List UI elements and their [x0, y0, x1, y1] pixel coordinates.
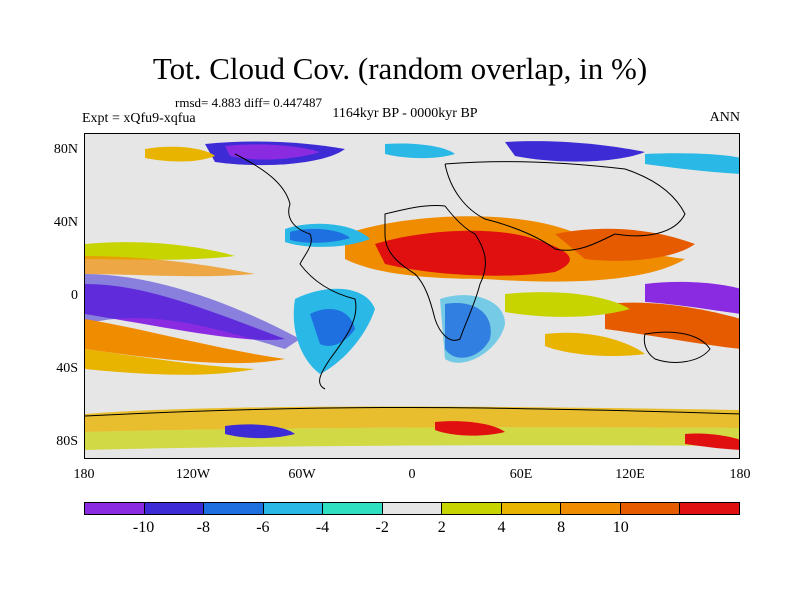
anomaly-region [85, 256, 255, 277]
anomaly-region [685, 433, 739, 450]
lon-tick-label: 60W [288, 467, 316, 482]
anomaly-region [645, 281, 739, 314]
colorbar-label: -8 [196, 519, 210, 536]
colorbar-swatch [144, 503, 205, 514]
anomaly-region [225, 144, 320, 160]
season-label: ANN [709, 110, 740, 125]
colorbar-label: 2 [437, 519, 446, 536]
anomaly-region [555, 228, 695, 261]
colorbar-swatch [442, 503, 502, 514]
lat-tick-label: 40S [56, 361, 78, 376]
lon-tick-label: 180 [729, 467, 751, 482]
anomaly-region [85, 349, 255, 375]
stats-text: rmsd= 4.883 diff= 0.447487 [175, 95, 322, 110]
colorbar-label: -6 [256, 519, 270, 536]
anomaly-region [375, 230, 570, 276]
colorbar-label: 4 [497, 519, 506, 536]
colorbar-swatch [323, 503, 383, 514]
anomaly-region [385, 143, 455, 159]
anomaly-region [85, 319, 285, 364]
colorbar-label: -4 [315, 519, 330, 536]
anomaly-region [435, 421, 505, 436]
colorbar-label: 8 [557, 519, 566, 536]
lon-tick-label: 60E [509, 467, 533, 482]
colorbar [84, 502, 740, 515]
colorbar-swatch [501, 503, 562, 514]
lon-tick-label: 180 [73, 467, 95, 482]
lat-tick-label: 40N [53, 215, 78, 230]
lat-tick-label: 0 [71, 288, 78, 303]
anomaly-region [645, 153, 739, 174]
colorbar-swatch [204, 503, 264, 514]
colorbar-label: -10 [132, 519, 155, 536]
anomaly-region [605, 302, 739, 349]
lat-tick-label: 80N [53, 142, 78, 157]
experiment-label: Expt = xQfu9-xqfua [82, 111, 196, 126]
anomaly-region [505, 292, 630, 317]
colorbar-swatch [382, 503, 443, 514]
anomaly-region [545, 332, 645, 357]
map-field [85, 141, 739, 450]
colorbar-swatch [85, 503, 145, 514]
colorbar-label: 10 [612, 519, 629, 536]
colorbar-swatch [561, 503, 621, 514]
lat-tick-label: 80S [56, 434, 78, 449]
anomaly-region [440, 295, 505, 363]
lon-tick-label: 120W [175, 467, 211, 482]
colorbar-swatch [263, 503, 324, 514]
map-panel [84, 133, 740, 459]
chart-title: Tot. Cloud Cov. (random overlap, in %) [152, 51, 648, 86]
period-label: 1164kyr BP - 0000kyr BP [332, 106, 478, 121]
colorbar-label: -2 [375, 519, 389, 536]
anomaly-region [505, 141, 645, 162]
anomaly-region [85, 274, 300, 349]
anomaly-region [85, 242, 235, 260]
lon-tick-label: 0 [408, 467, 416, 482]
coastline [85, 153, 739, 417]
anomaly-region [310, 309, 355, 346]
colorbar-swatch [680, 503, 740, 514]
colorbar-swatch [620, 503, 681, 514]
anomaly-region [85, 427, 739, 450]
anomaly-region [145, 146, 215, 162]
lon-tick-label: 120E [615, 467, 645, 482]
anomaly-region [225, 424, 295, 439]
